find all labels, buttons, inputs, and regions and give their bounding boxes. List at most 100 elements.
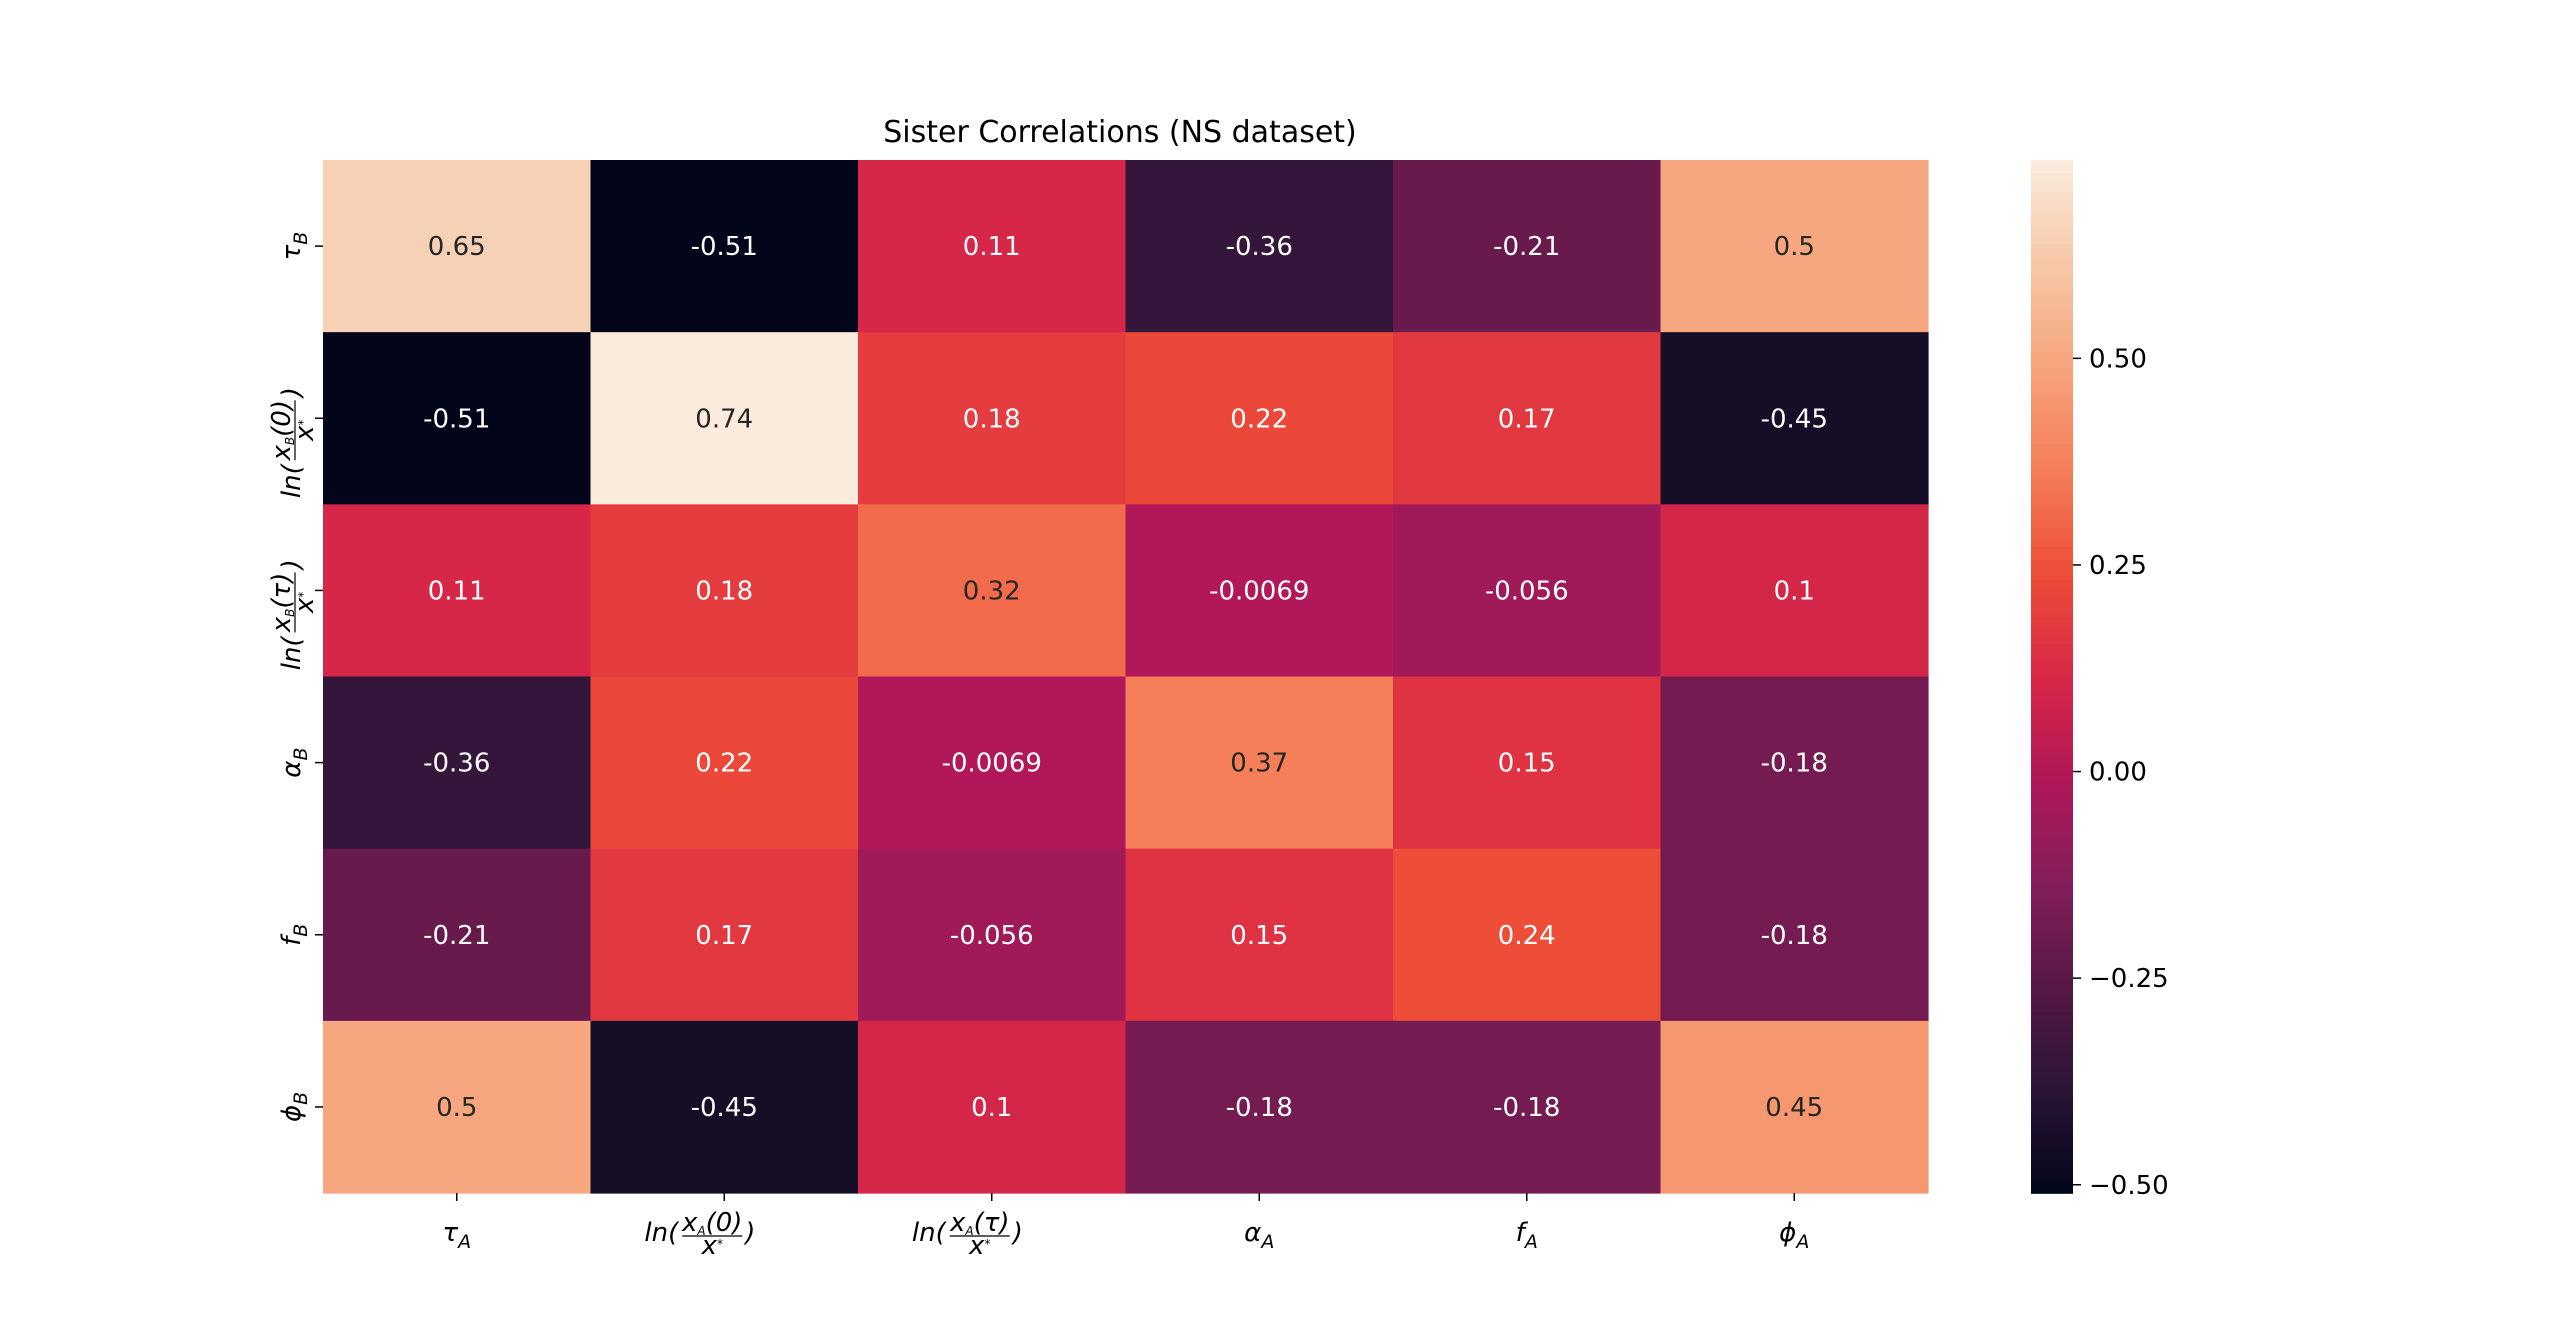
colorbar-segment <box>2031 1180 2073 1188</box>
colorbar-segment <box>2031 528 2073 536</box>
colorbar-segment <box>2031 682 2073 691</box>
cell-value-label: -0.18 <box>1761 749 1828 779</box>
colorbar-segment <box>2031 741 2073 749</box>
svg-text:x*: x* <box>290 420 320 442</box>
colorbar-segment <box>2031 1083 2073 1091</box>
colorbar-segment <box>2031 960 2073 968</box>
cell-value-label: 0.11 <box>963 232 1021 262</box>
cell-value-label: -0.18 <box>1226 1093 1293 1123</box>
heatmap-cell <box>590 160 859 333</box>
colorbar-segment <box>2031 766 2073 775</box>
colorbar-segment <box>2031 534 2073 542</box>
cell-value-label: 0.15 <box>1498 749 1556 779</box>
heatmap-cell <box>590 1020 859 1194</box>
svg-text:): ) <box>1011 1218 1023 1248</box>
colorbar-tick-label: 0.50 <box>2089 344 2147 374</box>
colorbar-segment <box>2031 360 2073 368</box>
colorbar-segment <box>2031 670 2073 678</box>
colorbar-segment <box>2031 825 2073 833</box>
colorbar-segment <box>2031 327 2073 336</box>
colorbar-segment <box>2031 605 2073 613</box>
colorbar-segment <box>2031 566 2073 575</box>
colorbar-segment <box>2031 411 2073 420</box>
heatmap-cell <box>323 504 592 678</box>
colorbar-segment <box>2031 269 2073 278</box>
colorbar-segment <box>2031 456 2073 465</box>
cell-value-label: -0.36 <box>1226 232 1293 262</box>
heatmap-cell <box>1125 1020 1394 1194</box>
heatmap-cell <box>1393 160 1662 333</box>
colorbar-segment <box>2031 218 2073 226</box>
colorbar-segment <box>2031 979 2073 988</box>
svg-text:x*: x* <box>968 1231 990 1261</box>
colorbar-segment <box>2031 308 2073 316</box>
heatmap-cell <box>1393 504 1662 678</box>
colorbar-segment <box>2031 611 2073 620</box>
y-tick-label: αB <box>277 748 312 778</box>
svg-text:fB: fB <box>277 924 312 946</box>
colorbar-segment <box>2031 282 2073 290</box>
colorbar-segment <box>2031 663 2073 671</box>
colorbar-segment <box>2031 1115 2073 1123</box>
colorbar-segment <box>2031 695 2073 704</box>
heatmap-cell <box>1660 160 1929 333</box>
colorbar-segment <box>2031 243 2073 252</box>
colorbar-segment <box>2031 385 2073 394</box>
colorbar-segment <box>2031 631 2073 639</box>
colorbar-segment <box>2031 896 2073 904</box>
colorbar-segment <box>2031 1102 2073 1110</box>
svg-text:x*: x* <box>701 1231 723 1261</box>
colorbar-tick-label: −0.50 <box>2089 1171 2169 1201</box>
x-axis: τA ln(xA(0)x*) ln(xA(τ)x*) αA fA ϕA <box>442 1193 1809 1261</box>
colorbar-segment <box>2031 1057 2073 1065</box>
colorbar-segment <box>2031 876 2073 884</box>
heatmap-cell <box>590 676 859 850</box>
colorbar-segment <box>2031 1128 2073 1136</box>
colorbar-segment <box>2031 773 2073 781</box>
svg-text:x*: x* <box>290 592 320 614</box>
colorbar-segment <box>2031 644 2073 652</box>
heatmap-cell <box>323 1020 592 1194</box>
colorbar-segment <box>2031 792 2073 800</box>
colorbar-segment <box>2031 463 2073 471</box>
heatmap-cell <box>1393 332 1662 505</box>
heatmap-cell <box>1660 848 1929 1022</box>
colorbar-segment <box>2031 818 2073 826</box>
colorbar-segment <box>2031 553 2073 562</box>
cell-value-label: 0.1 <box>1774 576 1815 606</box>
svg-text:xB(0): xB(0) <box>267 400 297 461</box>
colorbar-segment <box>2031 618 2073 626</box>
cell-value-label: 0.45 <box>1765 1093 1823 1123</box>
colorbar-segment <box>2031 508 2073 516</box>
x-tick-label: τA <box>442 1218 471 1253</box>
colorbar-segment <box>2031 721 2073 729</box>
colorbar-segment <box>2031 469 2073 478</box>
heatmap-cell <box>323 676 592 850</box>
colorbar-segment <box>2031 1063 2073 1072</box>
colorbar-segment <box>2031 172 2073 181</box>
colorbar-segment <box>2031 637 2073 646</box>
colorbar-segment <box>2031 1076 2073 1085</box>
colorbar-segment <box>2031 353 2073 361</box>
colorbar-segment <box>2031 734 2073 742</box>
colorbar-segment <box>2031 986 2073 994</box>
colorbar-segment <box>2031 1173 2073 1181</box>
colorbar-segment <box>2031 753 2073 762</box>
cell-value-label: 0.37 <box>1230 749 1288 779</box>
colorbar-segment <box>2031 424 2073 432</box>
colorbar-segment <box>2031 521 2073 529</box>
colorbar-segment <box>2031 366 2073 374</box>
cell-value-label: -0.21 <box>423 921 490 951</box>
colorbar-segment <box>2031 908 2073 917</box>
colorbar-segment <box>2031 1154 2073 1162</box>
colorbar-segment <box>2031 560 2073 568</box>
colorbar-segment <box>2031 1167 2073 1175</box>
colorbar-segment <box>2031 586 2073 594</box>
heatmap-cell <box>1393 848 1662 1022</box>
colorbar-segment <box>2031 657 2073 665</box>
heatmap-cell <box>323 160 592 333</box>
colorbar-segment <box>2031 1025 2073 1033</box>
heatmap-cell <box>1393 1020 1662 1194</box>
cell-value-label: -0.51 <box>691 232 758 262</box>
colorbar-segment <box>2031 405 2073 413</box>
